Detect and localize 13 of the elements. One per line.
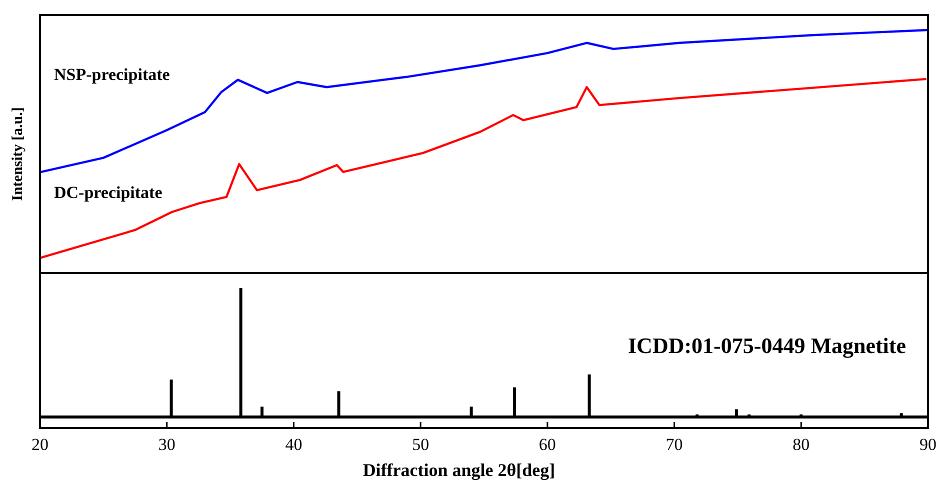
x-axis-title: Diffraction angle 2θ[deg] xyxy=(362,460,556,480)
x-tick-label: 30 xyxy=(158,435,176,454)
series-label: DC-precipitate xyxy=(54,182,163,202)
x-tick-label: 70 xyxy=(666,435,683,454)
x-tick-label: 50 xyxy=(412,435,430,454)
x-tick-label: 20 xyxy=(32,435,48,454)
y-axis-title: Intensity [a.u.] xyxy=(10,107,26,201)
x-tick-label: 40 xyxy=(285,435,302,454)
x-tick-label: 80 xyxy=(792,435,810,454)
text: NSP-precipitate xyxy=(54,65,170,84)
annotation: ICDD:01-075-0449 Magnetite xyxy=(628,333,906,358)
x-tick-label: 60 xyxy=(538,435,556,454)
x-tick-label: 90 xyxy=(920,435,936,454)
